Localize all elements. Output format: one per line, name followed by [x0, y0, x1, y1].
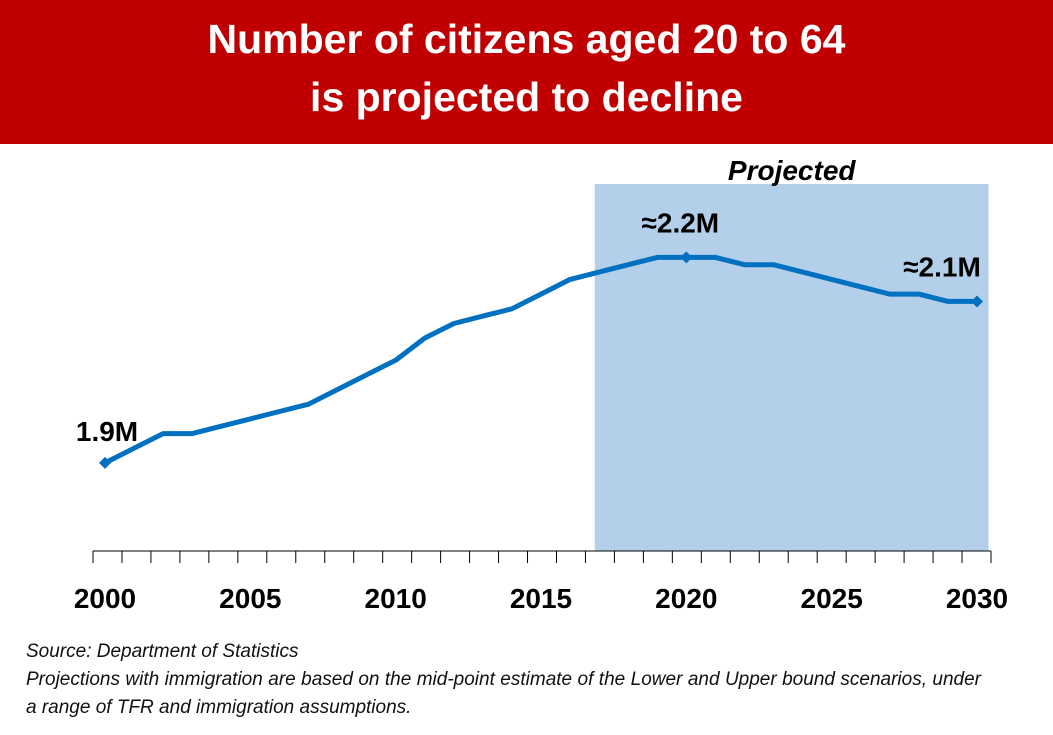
data-point-marker	[99, 456, 111, 469]
annotation-group: Projected 1.9M ≈2.2M ≈2.1M	[76, 155, 981, 447]
methodology-note: Projections with immigration are based o…	[26, 669, 981, 718]
chart-title-line-1: Number of citizens aged 20 to 64	[207, 16, 846, 62]
x-tick-label: 2030	[946, 583, 1008, 614]
projection-label: Projected	[728, 155, 856, 186]
title-banner: Number of citizens aged 20 to 64 is proj…	[0, 0, 1053, 144]
data-label: ≈2.2M	[642, 207, 720, 238]
series-line	[102, 254, 980, 466]
projection-shade-group	[594, 184, 989, 551]
series-line-group	[99, 251, 983, 469]
data-label: 1.9M	[76, 416, 138, 447]
x-tick-label: 2020	[655, 583, 717, 614]
chart-title-line-2: is projected to decline	[310, 74, 743, 120]
projection-shade	[594, 184, 989, 551]
x-tick-label: 2010	[365, 583, 427, 614]
x-tick-label: 2015	[510, 583, 572, 614]
chart-notes: Source: Department of Statistics Project…	[26, 638, 981, 722]
x-tick-label: 2000	[74, 583, 136, 614]
source-note: Source: Department of Statistics	[26, 641, 299, 662]
data-point-marker	[971, 295, 983, 308]
data-point-marker	[680, 251, 693, 264]
x-tick-label: 2025	[801, 583, 863, 614]
population-line-chart: 2000 2005 2010 2015 2020 2025 2030 Projected 1.…	[74, 155, 1008, 614]
data-label: ≈2.1M	[903, 251, 981, 282]
x-tick-label: 2005	[219, 583, 281, 614]
x-axis: 2000 2005 2010 2015 2020 2025 2030	[74, 550, 1008, 614]
